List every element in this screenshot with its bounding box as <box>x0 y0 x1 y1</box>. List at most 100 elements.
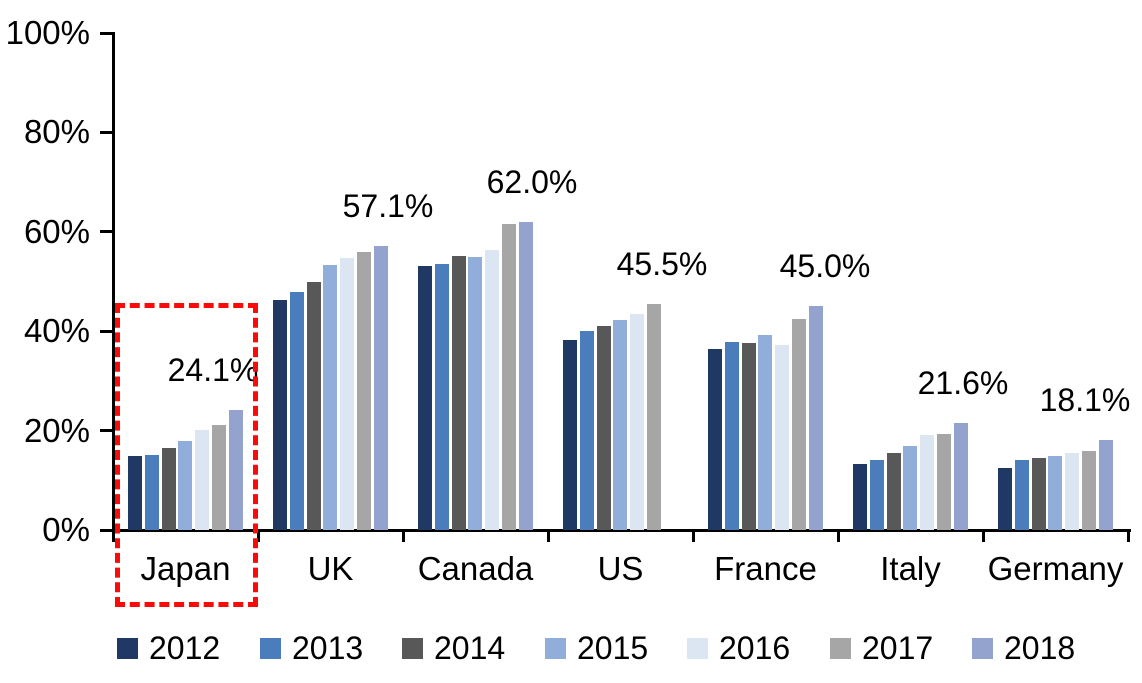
legend-label-2018: 2018 <box>1004 629 1076 666</box>
bar-canada-2013 <box>434 263 449 530</box>
bar-italy-2013 <box>869 459 884 530</box>
value-label-japan: 24.1% <box>167 351 259 388</box>
bar-canada-2012 <box>418 265 432 530</box>
y-tick-label-60: 60% <box>23 212 90 250</box>
bar-uk-2016 <box>340 257 355 530</box>
y-tick-mark <box>100 31 113 35</box>
x-axis-line <box>112 529 1131 532</box>
bar-france-2013 <box>724 342 739 530</box>
value-label-france: 45.0% <box>779 247 871 284</box>
bar-japan-2012 <box>128 456 142 530</box>
bar-us-2015 <box>613 320 628 530</box>
bar-japan-2015 <box>178 440 193 530</box>
x-tick-label-canada: Canada <box>417 550 534 587</box>
bar-japan-2013 <box>144 455 159 530</box>
bar-uk-2012 <box>273 299 287 530</box>
value-label-uk: 57.1% <box>342 187 434 224</box>
bar-france-2015 <box>758 334 773 530</box>
bar-us-2017 <box>647 303 661 530</box>
y-tick-label-40: 40% <box>23 312 90 350</box>
legend-item-2015: 2015 <box>545 626 648 670</box>
y-tick-mark <box>100 528 113 532</box>
bar-us-2013 <box>579 330 594 530</box>
legend-label-2017: 2017 <box>862 629 934 666</box>
x-tick-mark <box>692 529 695 542</box>
legend-item-2018: 2018 <box>972 626 1075 670</box>
legend-item-2017: 2017 <box>830 626 933 670</box>
bar-uk-2017 <box>357 252 371 530</box>
bar-germany-2017 <box>1082 450 1096 530</box>
legend-swatch-2013 <box>260 637 281 659</box>
y-axis-line <box>112 32 115 531</box>
bar-france-2017 <box>792 319 806 530</box>
x-tick-label-france: France <box>714 550 817 587</box>
legend-label-2015: 2015 <box>577 629 649 666</box>
value-label-canada: 62.0% <box>486 163 578 200</box>
legend-swatch-2012 <box>117 637 138 659</box>
bar-italy-2014 <box>886 453 901 530</box>
bar-france-2018 <box>808 306 823 530</box>
x-tick-mark <box>112 529 115 542</box>
x-tick-mark <box>547 529 550 542</box>
bar-canada-2015 <box>468 256 483 530</box>
legend-item-2014: 2014 <box>402 626 505 670</box>
legend-swatch-2016 <box>687 637 708 659</box>
bar-italy-2016 <box>920 434 935 530</box>
bar-italy-2017 <box>937 433 951 530</box>
legend-swatch-2018 <box>972 637 993 659</box>
x-tick-mark <box>402 529 405 542</box>
value-label-us: 45.5% <box>616 245 708 282</box>
legend-item-2013: 2013 <box>260 626 363 670</box>
y-tick-mark <box>100 230 113 234</box>
x-tick-mark <box>1127 529 1130 542</box>
bar-canada-2018 <box>518 221 533 530</box>
bar-uk-2013 <box>289 292 304 530</box>
bar-germany-2014 <box>1031 457 1046 530</box>
legend-swatch-2014 <box>402 637 423 659</box>
x-tick-mark <box>837 529 840 542</box>
bar-italy-2012 <box>853 463 867 530</box>
bar-canada-2014 <box>451 256 466 530</box>
y-tick-label-80: 80% <box>23 113 90 151</box>
y-tick-mark <box>100 130 113 134</box>
value-label-italy: 21.6% <box>917 364 1009 401</box>
bar-us-2014 <box>596 325 611 530</box>
bar-france-2014 <box>741 342 756 530</box>
legend: 2012 2013 2014 2015 2016 2017 2018 <box>0 626 1142 670</box>
bar-uk-2018 <box>373 246 388 530</box>
y-tick-mark <box>100 329 113 333</box>
x-tick-mark <box>982 529 985 542</box>
bar-japan-2017 <box>212 425 226 530</box>
bar-germany-2012 <box>998 468 1012 530</box>
bar-germany-2013 <box>1014 460 1029 530</box>
bar-uk-2014 <box>306 282 321 530</box>
bar-japan-2016 <box>195 430 210 530</box>
bar-germany-2018 <box>1098 440 1113 530</box>
bar-us-2016 <box>630 313 645 530</box>
legend-label-2012: 2012 <box>149 629 221 666</box>
x-tick-label-japan: Japan <box>140 550 231 587</box>
x-tick-label-germany: Germany <box>987 550 1124 587</box>
legend-label-2013: 2013 <box>292 629 364 666</box>
y-tick-label-0: 0% <box>42 511 90 548</box>
bar-canada-2016 <box>485 249 500 530</box>
legend-item-2012: 2012 <box>117 626 220 670</box>
x-tick-label-uk: UK <box>307 550 354 587</box>
legend-label-2016: 2016 <box>719 629 791 666</box>
x-tick-label-italy: Italy <box>880 550 941 587</box>
bar-france-2012 <box>708 348 722 530</box>
bar-uk-2015 <box>323 265 338 530</box>
legend-swatch-2015 <box>545 637 566 659</box>
legend-swatch-2017 <box>830 637 851 659</box>
bar-us-2012 <box>563 339 577 530</box>
y-tick-label-20: 20% <box>23 411 90 449</box>
bar-japan-2014 <box>161 448 176 530</box>
bar-italy-2018 <box>953 422 968 530</box>
legend-item-2016: 2016 <box>687 626 790 670</box>
x-tick-label-us: US <box>597 550 644 587</box>
x-tick-mark <box>257 529 260 542</box>
bar-japan-2018 <box>228 410 243 530</box>
bar-germany-2016 <box>1065 452 1080 530</box>
bar-germany-2015 <box>1048 456 1063 530</box>
